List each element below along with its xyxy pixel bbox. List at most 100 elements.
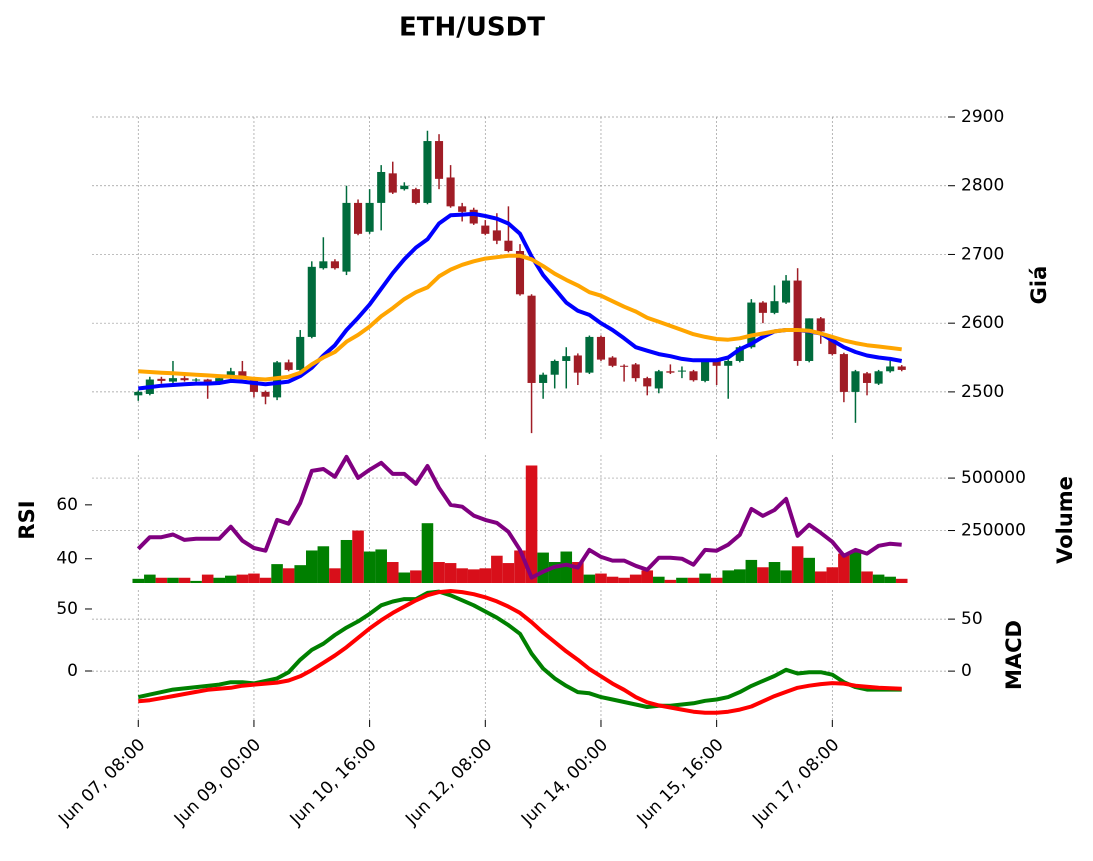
axis-label: Volume: [1053, 476, 1077, 564]
rsi-line: [136, 454, 902, 580]
candle-body: [296, 336, 305, 370]
volume-bar: [433, 562, 445, 583]
volume-bar: [537, 552, 549, 583]
volume-bar: [814, 571, 827, 583]
volume-bar: [363, 551, 376, 583]
volume-bar: [676, 577, 688, 583]
volume-bar: [895, 578, 908, 583]
y-tick-label: 40: [56, 549, 78, 569]
candle-body: [215, 378, 224, 384]
candle-body: [284, 362, 293, 370]
x-tick-label: Jun 14, 00:00: [517, 735, 612, 830]
volume-bar: [201, 574, 214, 583]
y-tick-label: 2900: [961, 107, 1004, 127]
volume-bar: [502, 563, 515, 583]
candle-body: [515, 251, 525, 295]
x-tick-label: Jun 09, 00:00: [170, 735, 265, 830]
y-tick-label: 500000: [961, 468, 1026, 488]
volume-bar: [444, 563, 457, 583]
y-tick-label: 60: [56, 495, 78, 515]
candle-body: [550, 360, 559, 375]
candle-body: [330, 261, 339, 269]
candle-body: [758, 302, 767, 313]
axis-label: RSI: [15, 500, 39, 539]
volume-bar: [687, 577, 700, 583]
candle-body: [481, 225, 490, 234]
candle-body: [886, 366, 895, 372]
volume-bar: [178, 577, 191, 583]
volume-bar: [398, 572, 411, 583]
candle-body: [828, 336, 837, 355]
volume-bar: [641, 570, 654, 583]
candle-body: [851, 371, 860, 392]
candle-body: [458, 206, 467, 212]
candle-body: [377, 171, 386, 203]
candle-body: [342, 202, 351, 272]
volume-bar: [838, 553, 850, 583]
moving-average-line: [138, 253, 902, 382]
candle-body: [562, 356, 571, 361]
volume-bar: [722, 570, 734, 583]
candle-body: [724, 360, 733, 366]
candle-body: [862, 373, 872, 383]
candle-body: [805, 318, 814, 361]
volume-bar: [734, 569, 746, 583]
volume-bar: [491, 555, 503, 583]
candle-body: [492, 230, 501, 241]
x-tick-label: Jun 07, 08:00: [54, 735, 149, 830]
candle-body: [365, 202, 374, 232]
volume-bar: [352, 530, 364, 583]
volume-bar: [410, 570, 422, 583]
volume-bar: [259, 577, 272, 583]
axis-label: Giá: [1027, 266, 1051, 305]
volume-bar: [467, 569, 480, 583]
candle-body: [157, 378, 166, 381]
volume-bar: [456, 568, 468, 583]
y-tick-label: 0: [961, 661, 972, 681]
candle-body: [203, 379, 212, 384]
x-tick-label: Jun 17, 08:00: [748, 735, 843, 830]
volume-bar: [699, 573, 711, 583]
volume-bar: [190, 580, 202, 583]
volume-bar: [618, 577, 630, 583]
candle-body: [654, 371, 663, 389]
candle-body: [573, 355, 582, 373]
volume-bar: [629, 574, 642, 583]
volume-bar: [329, 568, 341, 583]
volume-bar: [560, 551, 573, 583]
volume-bar: [236, 574, 249, 583]
candle-body: [712, 360, 721, 366]
macd-line: [137, 589, 902, 709]
candle-body: [585, 336, 594, 373]
candle-body: [608, 357, 617, 366]
x-tick-label: Jun 12, 08:00: [401, 735, 496, 830]
candle-body: [747, 302, 756, 348]
volume-bar: [155, 577, 168, 583]
volume-bar: [421, 523, 434, 583]
volume-bar: [132, 578, 145, 583]
candle-body: [816, 318, 825, 332]
volume-bar: [861, 571, 873, 583]
volume-bar: [606, 576, 619, 583]
candle-body: [180, 378, 189, 381]
volume-bar: [167, 577, 179, 583]
candle-body: [527, 295, 536, 383]
candle-body: [307, 266, 316, 337]
volume-bar: [271, 564, 283, 583]
volume-bar: [225, 575, 237, 583]
volume-bar: [872, 574, 885, 583]
volume-bar: [306, 550, 318, 583]
volume-bar: [768, 562, 781, 583]
volume-bar: [375, 549, 387, 583]
candle-body: [423, 141, 432, 203]
volume-bar: [780, 570, 792, 583]
candle-body: [874, 371, 883, 384]
volume-bar: [664, 579, 677, 583]
candle-body: [897, 366, 906, 370]
y-tick-label: 2600: [961, 313, 1004, 333]
candle-body: [249, 378, 258, 392]
volume-bar: [317, 546, 330, 583]
candle-body: [701, 360, 710, 381]
candle-body: [446, 177, 455, 207]
